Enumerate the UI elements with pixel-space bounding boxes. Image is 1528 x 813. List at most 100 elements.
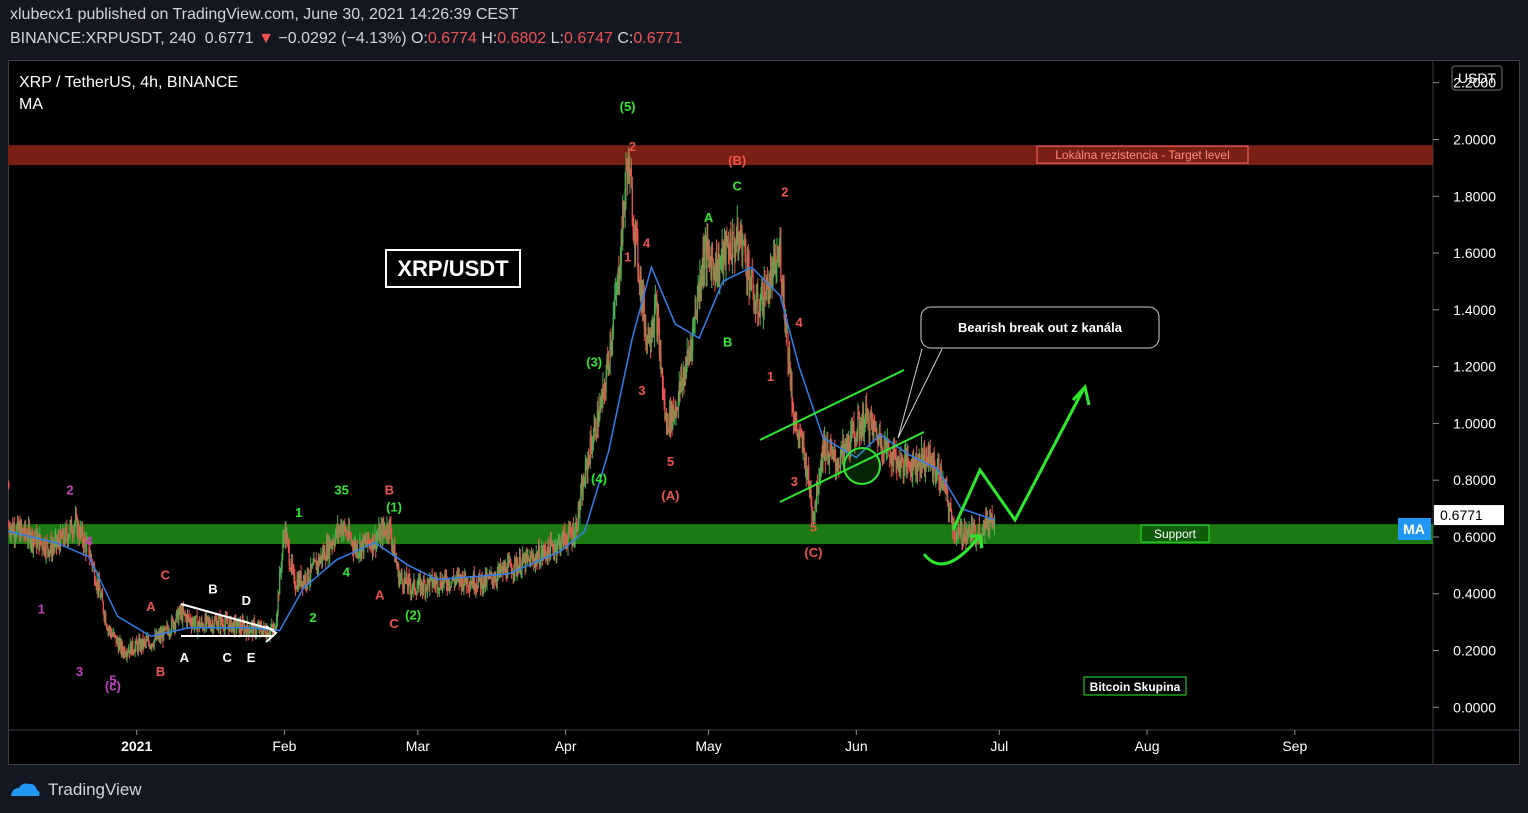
- candle-body: [866, 403, 868, 417]
- candle: [591, 435, 593, 455]
- footer-logo[interactable]: TradingView: [8, 778, 142, 802]
- candle: [771, 258, 773, 299]
- candle-body: [172, 619, 174, 629]
- candle: [569, 521, 571, 538]
- candle-body: [227, 623, 229, 625]
- candle-body: [852, 424, 854, 427]
- wave-label: 2: [309, 610, 316, 625]
- candle-body: [182, 608, 184, 622]
- candle: [807, 464, 809, 485]
- candle: [359, 532, 361, 558]
- candle-body: [508, 559, 510, 562]
- candle-body: [132, 651, 135, 653]
- wave-label: (2): [405, 607, 421, 622]
- candle: [522, 546, 524, 567]
- candle-body: [431, 575, 433, 587]
- candle-body: [608, 364, 610, 366]
- candle-body: [927, 459, 929, 462]
- candle-body: [364, 540, 367, 542]
- candle-body: [63, 529, 65, 541]
- candle: [176, 608, 178, 619]
- candle: [688, 345, 691, 365]
- candle: [924, 440, 926, 478]
- candle-body: [465, 580, 467, 586]
- candle-body: [82, 527, 84, 542]
- candle: [82, 537, 85, 557]
- candle-body: [735, 241, 737, 248]
- candle: [124, 651, 127, 658]
- x-tick-label: Sep: [1282, 738, 1307, 754]
- candle-body: [147, 638, 149, 641]
- candle: [948, 502, 950, 522]
- candle: [753, 284, 755, 314]
- candle: [960, 517, 962, 532]
- candle-body: [618, 270, 620, 286]
- candle-body: [12, 524, 14, 534]
- candle-body: [492, 581, 494, 584]
- candle: [454, 574, 456, 589]
- candle: [541, 545, 544, 566]
- candle: [129, 638, 131, 654]
- candle: [812, 506, 814, 523]
- high-label: H:: [481, 30, 498, 47]
- candle: [772, 256, 774, 291]
- currency-button[interactable]: USDT: [1451, 65, 1503, 91]
- candle-body: [911, 461, 913, 476]
- candle: [200, 616, 202, 627]
- candle: [215, 613, 217, 625]
- candle: [102, 600, 104, 615]
- candle-body: [437, 578, 439, 591]
- candle-body: [418, 577, 421, 579]
- candle-body: [203, 627, 205, 632]
- candle-body: [300, 572, 302, 586]
- candle: [520, 569, 522, 578]
- candle: [679, 381, 681, 403]
- candle-body: [954, 534, 956, 536]
- price-chart[interactable]: Lokálna rezistencia - Target levelSuppor…: [8, 60, 1520, 765]
- candle: [177, 606, 179, 624]
- candle-body: [102, 601, 104, 613]
- candle-body: [226, 619, 228, 624]
- candle: [870, 409, 872, 418]
- candle: [134, 640, 136, 658]
- candle-body: [542, 552, 544, 557]
- candle: [631, 176, 633, 227]
- candle-body: [83, 536, 85, 548]
- candle-body: [65, 528, 67, 530]
- candle: [118, 637, 120, 652]
- candle-body: [20, 523, 23, 530]
- candle: [128, 644, 130, 654]
- candle: [859, 416, 861, 440]
- wave-label: B: [385, 482, 394, 497]
- candle: [914, 456, 916, 476]
- candle-body: [622, 201, 625, 210]
- candle: [666, 412, 668, 435]
- candle-body: [756, 291, 758, 299]
- candle: [337, 523, 340, 544]
- y-tick-label: 2.2000: [1453, 75, 1496, 91]
- candle-body: [696, 297, 699, 315]
- candle: [499, 563, 501, 579]
- candle-body: [904, 455, 906, 468]
- candle-body: [510, 567, 513, 574]
- x-tick-label: Jun: [845, 738, 868, 754]
- candle: [503, 560, 506, 573]
- candle-body: [898, 459, 900, 474]
- wave-label: 4: [85, 533, 93, 548]
- candle-body: [68, 534, 70, 538]
- candle: [908, 458, 910, 468]
- indicator-label[interactable]: MA: [19, 96, 43, 113]
- candle: [337, 515, 339, 543]
- candle-body: [554, 544, 556, 549]
- candle: [562, 525, 564, 550]
- candle-body: [601, 395, 603, 404]
- bitcoin-skupina-text: Bitcoin Skupina: [1090, 680, 1181, 694]
- candle-body: [692, 320, 695, 327]
- candle: [123, 646, 125, 660]
- candle: [663, 388, 665, 411]
- candle-body: [527, 555, 529, 559]
- candle-body: [733, 232, 735, 246]
- callout-bubble: Bearish break out z kanála: [897, 306, 1160, 439]
- candle-body: [684, 369, 686, 384]
- candle-body: [635, 226, 637, 228]
